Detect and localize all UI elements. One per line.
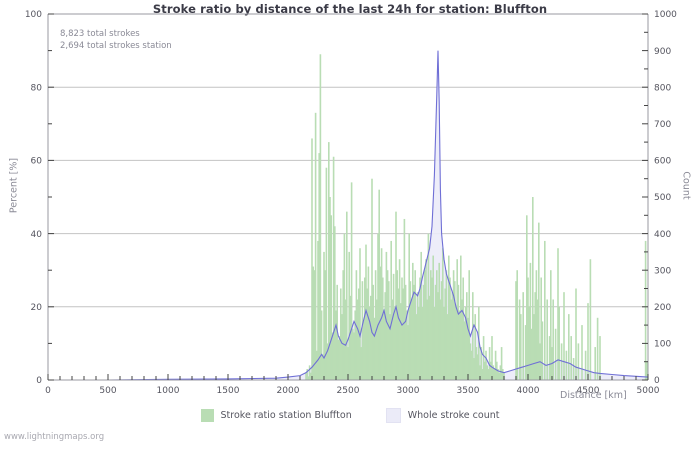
svg-text:1000: 1000 — [157, 386, 180, 396]
annotation-total-strokes: 8,823 total strokes — [60, 29, 140, 39]
svg-text:1500: 1500 — [217, 386, 240, 396]
chart-legend: Stroke ratio station Bluffton Whole strok… — [0, 408, 700, 423]
svg-text:500: 500 — [654, 193, 671, 203]
footer-watermark: www.lightningmaps.org — [4, 432, 105, 442]
svg-text:3500: 3500 — [457, 386, 480, 396]
svg-text:800: 800 — [654, 83, 671, 93]
svg-text:100: 100 — [654, 340, 671, 350]
svg-text:2500: 2500 — [337, 386, 360, 396]
svg-text:4000: 4000 — [517, 386, 540, 396]
count-line — [48, 50, 649, 381]
svg-text:0: 0 — [45, 386, 51, 396]
svg-text:100: 100 — [25, 10, 42, 20]
ratio-bars — [305, 54, 648, 380]
legend-item-1[interactable]: Stroke ratio station Bluffton — [200, 409, 352, 422]
legend-label-2: Whole stroke count — [407, 410, 500, 421]
svg-text:20: 20 — [31, 303, 43, 313]
annotation-total-strokes-station: 2,694 total strokes station — [60, 41, 172, 51]
svg-text:300: 300 — [654, 266, 671, 276]
svg-text:0: 0 — [654, 376, 660, 386]
svg-text:0: 0 — [36, 376, 42, 386]
svg-text:400: 400 — [654, 230, 671, 240]
svg-text:80: 80 — [31, 83, 43, 93]
svg-text:4500: 4500 — [577, 386, 600, 396]
y-axis-label-left: Percent [%] — [8, 157, 20, 214]
svg-text:5000: 5000 — [637, 386, 660, 396]
svg-text:200: 200 — [654, 303, 671, 313]
legend-label-1: Stroke ratio station Bluffton — [220, 410, 352, 421]
svg-text:1000: 1000 — [654, 10, 677, 20]
svg-text:500: 500 — [99, 386, 116, 396]
svg-text:60: 60 — [31, 157, 43, 167]
legend-item-2[interactable]: Whole stroke count — [385, 408, 500, 423]
svg-text:600: 600 — [654, 157, 671, 167]
legend-swatch-count — [385, 408, 401, 423]
svg-text:3000: 3000 — [397, 386, 420, 396]
svg-text:40: 40 — [31, 230, 43, 240]
legend-swatch-ratio — [200, 409, 214, 422]
y-axis-label-right: Count — [680, 171, 692, 200]
svg-text:2000: 2000 — [277, 386, 300, 396]
x-axis-label: Distance [km] — [560, 390, 627, 401]
svg-text:900: 900 — [654, 47, 671, 57]
axis-ticks — [47, 13, 649, 381]
axis-tick-labels: 0204060801000100200300400500600700800900… — [25, 10, 677, 396]
svg-text:700: 700 — [654, 120, 671, 130]
chart-title: Stroke ratio by distance of the last 24h… — [152, 2, 548, 16]
